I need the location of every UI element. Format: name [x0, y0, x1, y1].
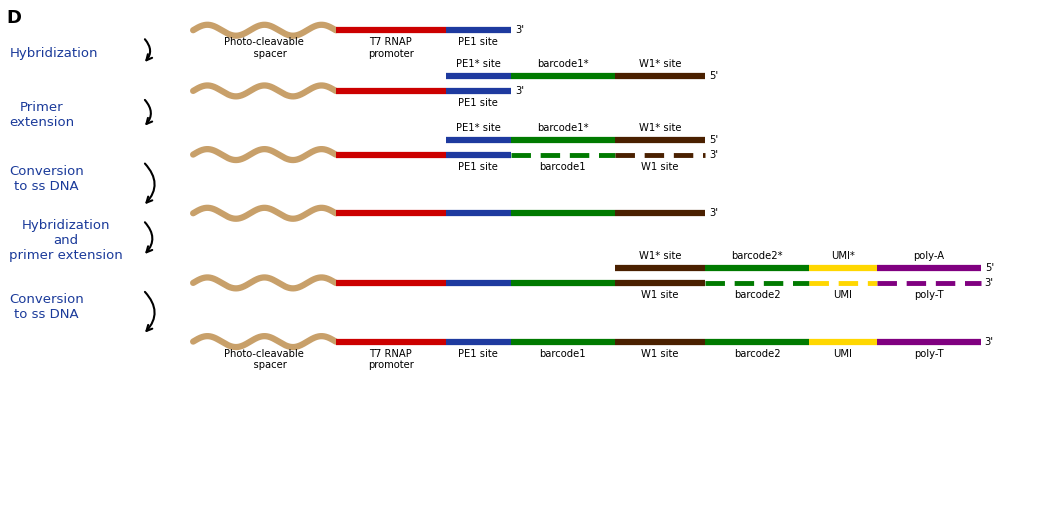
Text: 3': 3': [985, 278, 994, 288]
Text: UMI*: UMI*: [832, 251, 854, 261]
Text: T7 RNAP
promoter: T7 RNAP promoter: [368, 349, 414, 370]
Text: 3': 3': [515, 25, 524, 35]
Text: PE1 site: PE1 site: [458, 37, 498, 47]
Text: 3': 3': [710, 208, 718, 218]
Text: barcode2: barcode2: [734, 349, 780, 359]
Text: 3': 3': [710, 149, 718, 160]
Text: PE1 site: PE1 site: [458, 162, 498, 172]
Text: PE1 site: PE1 site: [458, 98, 498, 108]
Text: Photo-cleavable
    spacer: Photo-cleavable spacer: [224, 349, 304, 370]
Text: Hybridization: Hybridization: [9, 47, 98, 59]
Text: Photo-cleavable
    spacer: Photo-cleavable spacer: [224, 37, 304, 59]
Text: D: D: [6, 10, 22, 28]
Text: 3': 3': [985, 337, 994, 347]
Text: poly-T: poly-T: [914, 290, 944, 300]
Text: 5': 5': [710, 135, 719, 145]
Text: W1* site: W1* site: [639, 251, 681, 261]
Text: PE1* site: PE1* site: [456, 123, 501, 132]
Text: PE1 site: PE1 site: [458, 349, 498, 359]
Text: UMI: UMI: [834, 349, 852, 359]
Text: barcode1*: barcode1*: [537, 59, 589, 69]
Text: Primer
extension: Primer extension: [9, 101, 74, 129]
Text: W1* site: W1* site: [639, 59, 681, 69]
Text: 5': 5': [710, 71, 719, 81]
Text: poly-A: poly-A: [914, 251, 944, 261]
Text: T7 RNAP
promoter: T7 RNAP promoter: [368, 37, 414, 59]
Text: barcode1: barcode1: [540, 349, 586, 359]
Text: Conversion
to ss DNA: Conversion to ss DNA: [9, 165, 84, 193]
Text: barcode1*: barcode1*: [537, 123, 589, 132]
Text: poly-T: poly-T: [914, 349, 944, 359]
Text: 3': 3': [515, 86, 524, 96]
Text: 5': 5': [985, 263, 994, 273]
Text: W1* site: W1* site: [639, 123, 681, 132]
Text: barcode2: barcode2: [734, 290, 780, 300]
Text: Hybridization
and
primer extension: Hybridization and primer extension: [9, 219, 123, 262]
Text: UMI: UMI: [834, 290, 852, 300]
Text: W1 site: W1 site: [641, 162, 678, 172]
Text: W1 site: W1 site: [641, 290, 678, 300]
Text: Conversion
to ss DNA: Conversion to ss DNA: [9, 293, 84, 321]
Text: barcode1: barcode1: [540, 162, 586, 172]
Text: W1 site: W1 site: [641, 349, 678, 359]
Text: barcode2*: barcode2*: [731, 251, 783, 261]
Text: PE1* site: PE1* site: [456, 59, 501, 69]
